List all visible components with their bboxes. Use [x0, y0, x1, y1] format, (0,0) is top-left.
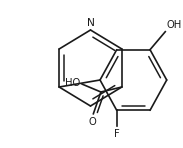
Text: HO: HO — [65, 78, 80, 88]
Text: N: N — [87, 18, 94, 28]
Text: O: O — [88, 117, 96, 127]
Text: OH: OH — [166, 20, 182, 30]
Text: F: F — [114, 129, 119, 139]
